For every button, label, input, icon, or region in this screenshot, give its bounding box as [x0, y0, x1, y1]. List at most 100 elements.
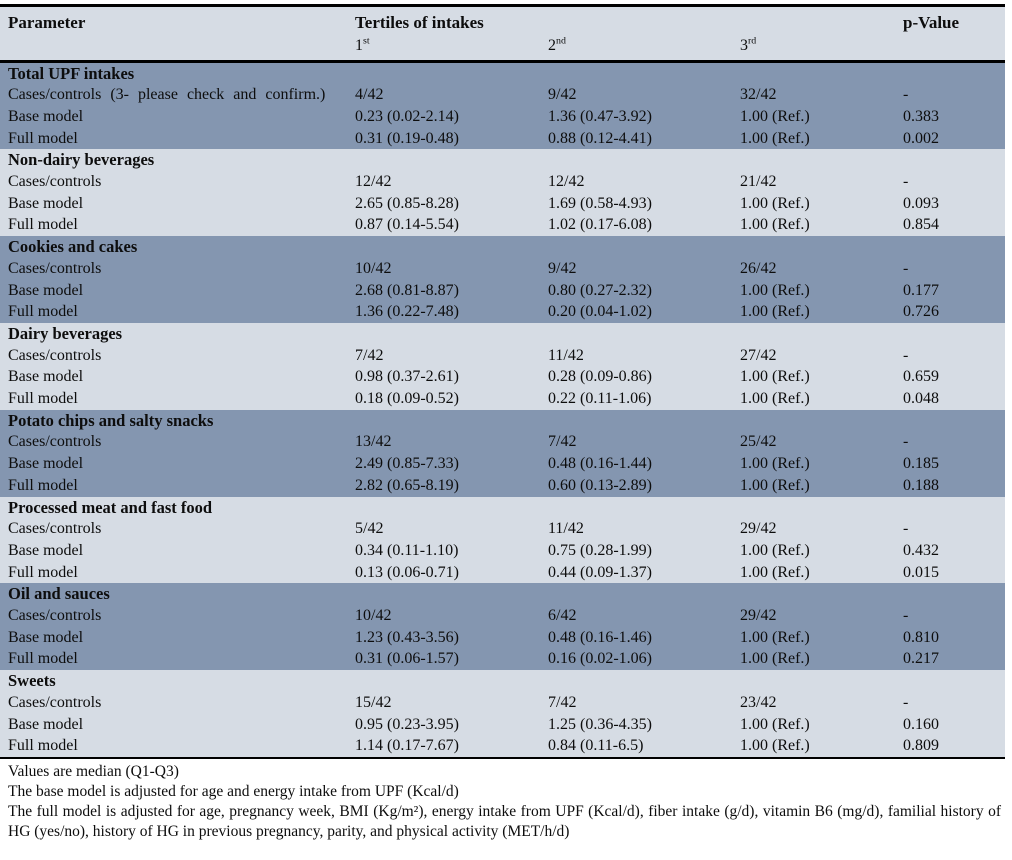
tertile-3-ordinal-suffix: rd — [748, 35, 757, 47]
p-value: 0.185 — [895, 453, 1005, 475]
table-row: Full model 2.82 (0.65-8.19) 0.60 (0.13-2.8… — [0, 474, 1005, 497]
tertile-1-value: 10/42 — [347, 257, 540, 280]
table-row: Cases/controls 15/42 7/42 23/42- — [0, 691, 1005, 714]
tertile-2-value: 0.20 (0.04-1.02) — [540, 301, 732, 323]
tertile-1-value: 0.31 (0.19-0.48) — [347, 127, 540, 150]
tertile-1-value: 1.36 (0.22-7.48) — [347, 301, 540, 323]
p-value: - — [895, 84, 1005, 106]
p-value: 0.432 — [895, 539, 1005, 562]
row-label: Full model — [0, 301, 347, 323]
p-value: 0.177 — [895, 279, 1005, 302]
tertile-2-value: 0.75 (0.28-1.99) — [540, 539, 732, 562]
row-label: Full model — [0, 474, 347, 497]
section-header-row: Non-dairy beverages — [0, 149, 1005, 172]
tertile-3-value: 1.00 (Ref.) — [732, 388, 895, 410]
table-row: Cases/controls 13/42 7/42 25/42- — [0, 431, 1005, 454]
section-header-row: Processed meat and fast food — [0, 496, 1005, 519]
tertile-2-ordinal-suffix: nd — [556, 35, 566, 47]
row-label: Full model — [0, 735, 347, 758]
tertile-3-value: 27/42 — [732, 344, 895, 367]
table-row: Base model 1.23 (0.43-3.56) 0.48 (0.16-1.4… — [0, 626, 1005, 649]
tertile-2-value: 0.22 (0.11-1.06) — [540, 388, 732, 410]
tertile-2-value: 0.80 (0.27-2.32) — [540, 279, 732, 302]
p-value: - — [895, 605, 1005, 627]
tertile-2-value: 1.69 (0.58-4.93) — [540, 192, 732, 215]
tertile-2-value: 6/42 — [540, 605, 732, 627]
tertile-3-number: 3 — [740, 36, 748, 54]
table-row: Base model 0.34 (0.11-1.10) 0.75 (0.28-1.9… — [0, 539, 1005, 562]
row-label: Cases/controls — [0, 344, 347, 367]
tertile-3-value: 1.00 (Ref.) — [732, 192, 895, 215]
tertile-2-value: 9/42 — [540, 257, 732, 280]
row-label: Full model — [0, 127, 347, 150]
tertile-1-value: 7/42 — [347, 344, 540, 367]
section-header-row: Sweets — [0, 670, 1005, 692]
tertile-3-value: 21/42 — [732, 171, 895, 193]
row-label: Base model — [0, 366, 347, 389]
tertile-2-value: 0.28 (0.09-0.86) — [540, 366, 732, 389]
row-label: Base model — [0, 453, 347, 475]
tertile-2-value: 0.88 (0.12-4.41) — [540, 127, 732, 150]
p-value: 0.383 — [895, 105, 1005, 128]
footnote-full-model: The full model is adjusted for age, preg… — [8, 803, 1001, 840]
section-header-row: Cookies and cakes — [0, 236, 1005, 258]
table-row: Base model 0.95 (0.23-3.95) 1.25 (0.36-4.3… — [0, 713, 1005, 736]
row-label: Cases/controls — [0, 431, 347, 454]
tertile-1-value: 15/42 — [347, 691, 540, 714]
tertile-3-value: 1.00 (Ref.) — [732, 648, 895, 671]
col-header-tertile-3: 3rd — [732, 33, 895, 61]
tertile-3-value: 1.00 (Ref.) — [732, 453, 895, 475]
table-row: Full model 1.14 (0.17-7.67) 0.84 (0.11-6.5… — [0, 735, 1005, 758]
table-row: Full model 0.31 (0.06-1.57) 0.16 (0.02-1.0… — [0, 648, 1005, 671]
tertile-2-value: 0.16 (0.02-1.06) — [540, 648, 732, 671]
tertile-2-number: 2 — [548, 36, 556, 54]
tertile-1-value: 0.34 (0.11-1.10) — [347, 539, 540, 562]
table-row: Base model 2.65 (0.85-8.28) 1.69 (0.58-4.9… — [0, 192, 1005, 215]
p-value: 0.659 — [895, 366, 1005, 389]
tertile-2-value: 0.60 (0.13-2.89) — [540, 474, 732, 497]
tertile-2-value: 0.44 (0.09-1.37) — [540, 561, 732, 584]
row-label: Full model — [0, 648, 347, 671]
tertile-2-value: 11/42 — [540, 344, 732, 367]
p-value: 0.002 — [895, 127, 1005, 150]
row-label: Full model — [0, 561, 347, 584]
tertile-3-value: 1.00 (Ref.) — [732, 626, 895, 649]
footnote-values: Values are median (Q1-Q3) — [8, 763, 179, 780]
p-value: 0.726 — [895, 301, 1005, 323]
tertile-1-value: 0.18 (0.09-0.52) — [347, 388, 540, 410]
table-body: Total UPF intakes Cases/controls (3- plea… — [0, 61, 1005, 758]
p-value: 0.160 — [895, 713, 1005, 736]
section-title: Sweets — [0, 670, 1005, 692]
tertile-1-value: 0.98 (0.37-2.61) — [347, 366, 540, 389]
tertile-2-value: 1.02 (0.17-6.08) — [540, 214, 732, 237]
section-header-row: Potato chips and salty snacks — [0, 409, 1005, 432]
p-value: 0.854 — [895, 214, 1005, 237]
table-row: Base model 2.68 (0.81-8.87) 0.80 (0.27-2.3… — [0, 279, 1005, 302]
tertile-1-value: 2.82 (0.65-8.19) — [347, 474, 540, 497]
tertile-2-value: 0.48 (0.16-1.44) — [540, 453, 732, 475]
tertile-2-value: 7/42 — [540, 431, 732, 454]
tertile-3-value: 1.00 (Ref.) — [732, 279, 895, 302]
tertile-1-value: 13/42 — [347, 431, 540, 454]
row-label: Cases/controls — [0, 257, 347, 280]
tertile-1-value: 2.68 (0.81-8.87) — [347, 279, 540, 302]
tertile-1-value: 5/42 — [347, 518, 540, 540]
col-header-p-value: p-Value — [895, 5, 1005, 61]
row-label: Cases/controls — [0, 691, 347, 714]
row-label: Cases/controls — [0, 605, 347, 627]
row-label: Base model — [0, 192, 347, 215]
tertile-3-value: 1.00 (Ref.) — [732, 539, 895, 562]
tertile-1-ordinal-suffix: st — [363, 35, 370, 47]
table-row: Full model 0.13 (0.06-0.71) 0.44 (0.09-1.3… — [0, 561, 1005, 584]
p-value: 0.810 — [895, 626, 1005, 649]
table-row: Cases/controls 5/42 11/42 29/42- — [0, 518, 1005, 540]
section-header-row: Total UPF intakes — [0, 61, 1005, 85]
document-page: Parameter Tertiles of intakes p-Value 1s… — [0, 4, 1005, 840]
tertile-3-value: 1.00 (Ref.) — [732, 366, 895, 389]
tertile-3-value: 32/42 — [732, 84, 895, 106]
tertile-2-value: 11/42 — [540, 518, 732, 540]
tertile-1-number: 1 — [355, 36, 363, 54]
section-title: Processed meat and fast food — [0, 496, 1005, 519]
tertile-3-value: 1.00 (Ref.) — [732, 127, 895, 150]
tertile-1-value: 12/42 — [347, 171, 540, 193]
